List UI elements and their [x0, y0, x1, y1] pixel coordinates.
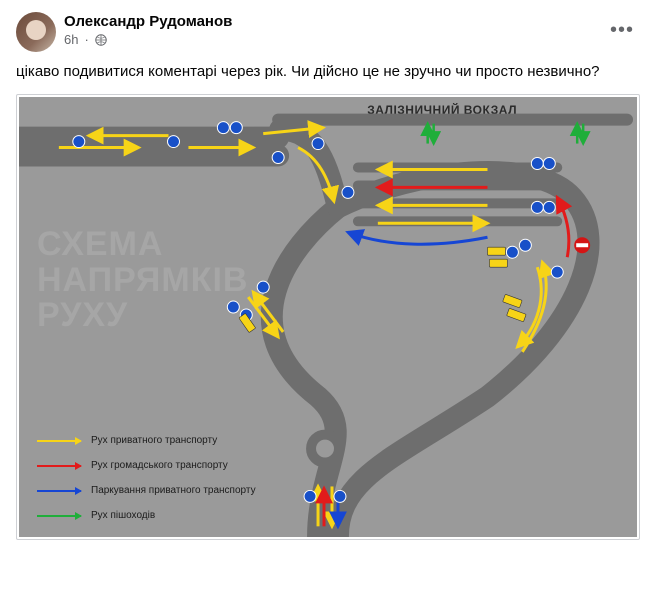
post-menu-button[interactable]: •••	[604, 12, 640, 48]
globe-icon[interactable]	[95, 34, 107, 46]
post-header-left: Олександр Рудоманов 6h	[16, 12, 232, 52]
legend-arrow-icon	[37, 490, 81, 492]
legend-row: Рух громадського транспорту	[37, 460, 256, 471]
author-block: Олександр Рудоманов 6h	[64, 12, 232, 52]
post-meta: 6h	[64, 32, 232, 49]
meta-separator	[82, 32, 90, 49]
legend-row: Паркування приватного транспорту	[37, 485, 256, 496]
legend-arrow-icon	[37, 465, 81, 467]
legend-label: Рух пішоходів	[91, 510, 155, 521]
post-header: Олександр Рудоманов 6h •••	[16, 12, 640, 52]
legend-row: Рух пішоходів	[37, 510, 256, 521]
legend: Рух приватного транспорту Рух громадсько…	[37, 421, 256, 521]
timestamp[interactable]: 6h	[64, 32, 78, 49]
legend-arrow-icon	[37, 440, 81, 442]
legend-label: Рух громадського транспорту	[91, 460, 228, 471]
post-image[interactable]: ЗАЛІЗНИЧНИЙ ВОКЗАЛ вул. Вокзальна СХЕМА …	[16, 94, 640, 540]
legend-label: Рух приватного транспорту	[91, 435, 217, 446]
legend-arrow-icon	[37, 515, 81, 517]
legend-row: Рух приватного транспорту	[37, 435, 256, 446]
legend-label: Паркування приватного транспорту	[91, 485, 256, 496]
post-text: цікаво подивитися коментарі через рік. Ч…	[16, 62, 640, 82]
traffic-diagram: ЗАЛІЗНИЧНИЙ ВОКЗАЛ вул. Вокзальна СХЕМА …	[19, 97, 637, 537]
author-name[interactable]: Олександр Рудоманов	[64, 12, 232, 32]
facebook-post: Олександр Рудоманов 6h ••• цікаво подиви…	[0, 0, 656, 540]
avatar[interactable]	[16, 12, 56, 52]
